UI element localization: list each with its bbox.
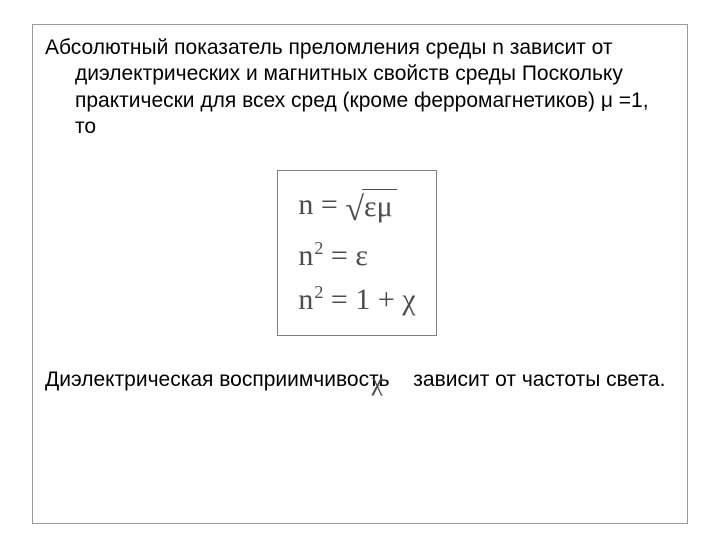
paragraph-conclusion: Диэлектрическая восприимчивость χ зависи… <box>45 366 669 399</box>
equation-2: n2 = ε <box>298 234 415 278</box>
eq2-lhs: n <box>298 239 313 272</box>
sqrt-icon: √εμ <box>345 185 396 234</box>
equation-3: n2 = 1 + χ <box>298 278 415 322</box>
chi-symbol: χ <box>395 366 407 399</box>
eq1-radicand: εμ <box>362 189 397 223</box>
formula-container: n = √εμ n2 = ε n2 = 1 + χ <box>45 170 669 336</box>
paragraph-intro: Абсолютный показатель преломления среды … <box>45 35 669 140</box>
content-box: Абсолютный показатель преломления среды … <box>32 24 688 524</box>
eq1-equals: = <box>313 188 345 221</box>
eq3-lhs: n <box>298 283 313 316</box>
eq3-rhs: = 1 + χ <box>323 283 415 316</box>
formula-box: n = √εμ n2 = ε n2 = 1 + χ <box>277 170 436 336</box>
para2-pre: Диэлектрическая восприимчивость <box>45 368 395 391</box>
equation-1: n = √εμ <box>298 183 415 234</box>
eq2-rhs: = ε <box>323 239 368 272</box>
eq1-lhs: n <box>298 188 313 221</box>
para2-post: зависит от частоты света. <box>407 368 665 391</box>
slide: Абсолютный показатель преломления среды … <box>0 0 720 540</box>
